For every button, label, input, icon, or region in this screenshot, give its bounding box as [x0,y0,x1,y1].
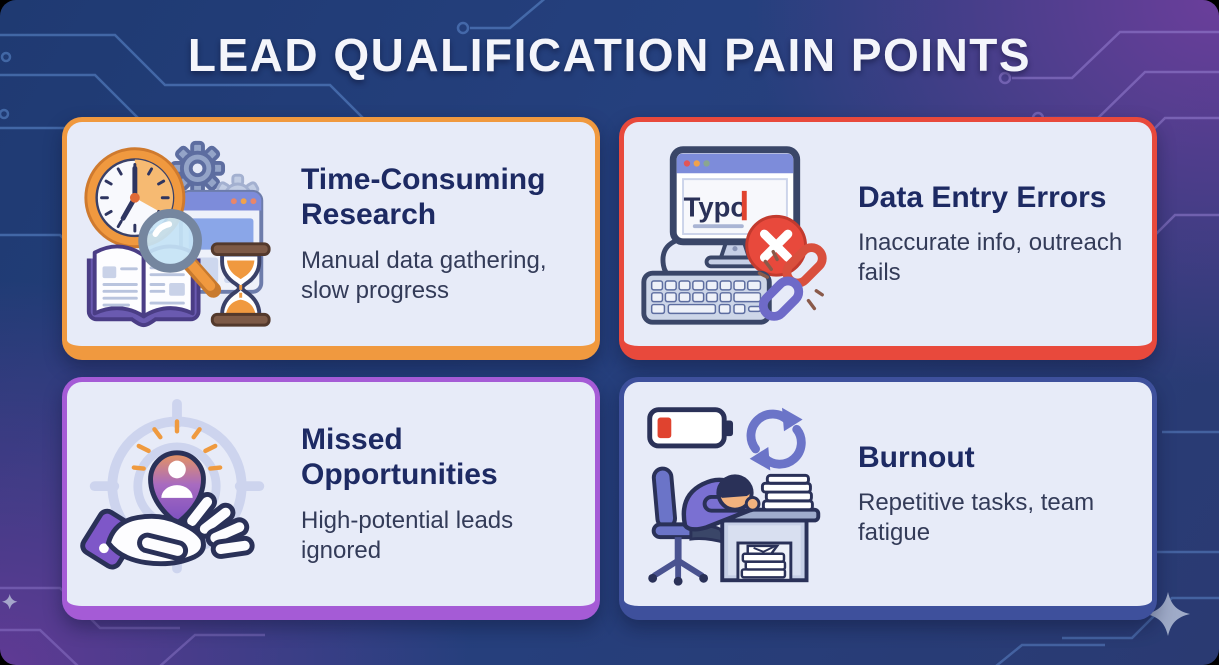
typo-error-icon: Typo [641,146,827,325]
card-time-consuming-research: Time-Consuming Research Manual data gath… [62,117,600,360]
keyboard-icon [641,270,772,325]
research-collage-icon [84,140,271,328]
magnifier-icon [138,209,222,298]
card-description: High-potential leads ignored [301,506,514,564]
card-description: Inaccurate info, outreach fails [858,228,1123,287]
card-text-block: Burnout Repetitive tasks, team fatigue [858,440,1136,549]
sparkle-icon-small [2,594,18,610]
card-text-block: Data Entry Errors Inaccurate info, outre… [858,180,1136,289]
card-description: Repetitive tasks, team fatigue [858,488,1095,547]
hourglass-icon [210,242,271,327]
tired-person-icon [681,474,761,532]
card-description: Manual data gathering, slow progress [301,246,547,304]
card-text-block: Missed Opportunities High-potential lead… [301,422,579,566]
card-text-block: Time-Consuming Research Manual data gath… [301,162,579,306]
card-burnout: Burnout Repetitive tasks, team fatigue [619,377,1157,620]
cursor-bar [741,190,747,221]
card-title: Missed Opportunities [301,422,498,492]
pain-points-grid: Time-Consuming Research Manual data gath… [62,117,1157,620]
broken-chain-icon [757,243,827,321]
card-title: Burnout [858,440,975,474]
error-x-icon [745,214,808,277]
lead-in-hand-icon [80,398,265,574]
paper-stack-icon [760,473,814,512]
lead-pin-icon [148,450,206,526]
hand-icon [80,492,255,570]
typo-screen-text: Typo [684,191,748,222]
low-battery-icon [647,407,734,449]
card-data-entry-errors: Typo [619,117,1157,360]
card-title: Data Entry Errors [858,180,1107,214]
glow-rays [131,419,223,471]
page-title: LEAD QUALIFICATION PAIN POINTS [187,29,1032,81]
card-missed-opportunities: Missed Opportunities High-potential lead… [62,377,600,620]
card-title: Time-Consuming Research [301,162,546,232]
burnout-desk-icon [647,407,821,586]
desk-icon [708,507,821,583]
refresh-arrows-icon [746,407,806,471]
open-book-icon [86,244,201,328]
